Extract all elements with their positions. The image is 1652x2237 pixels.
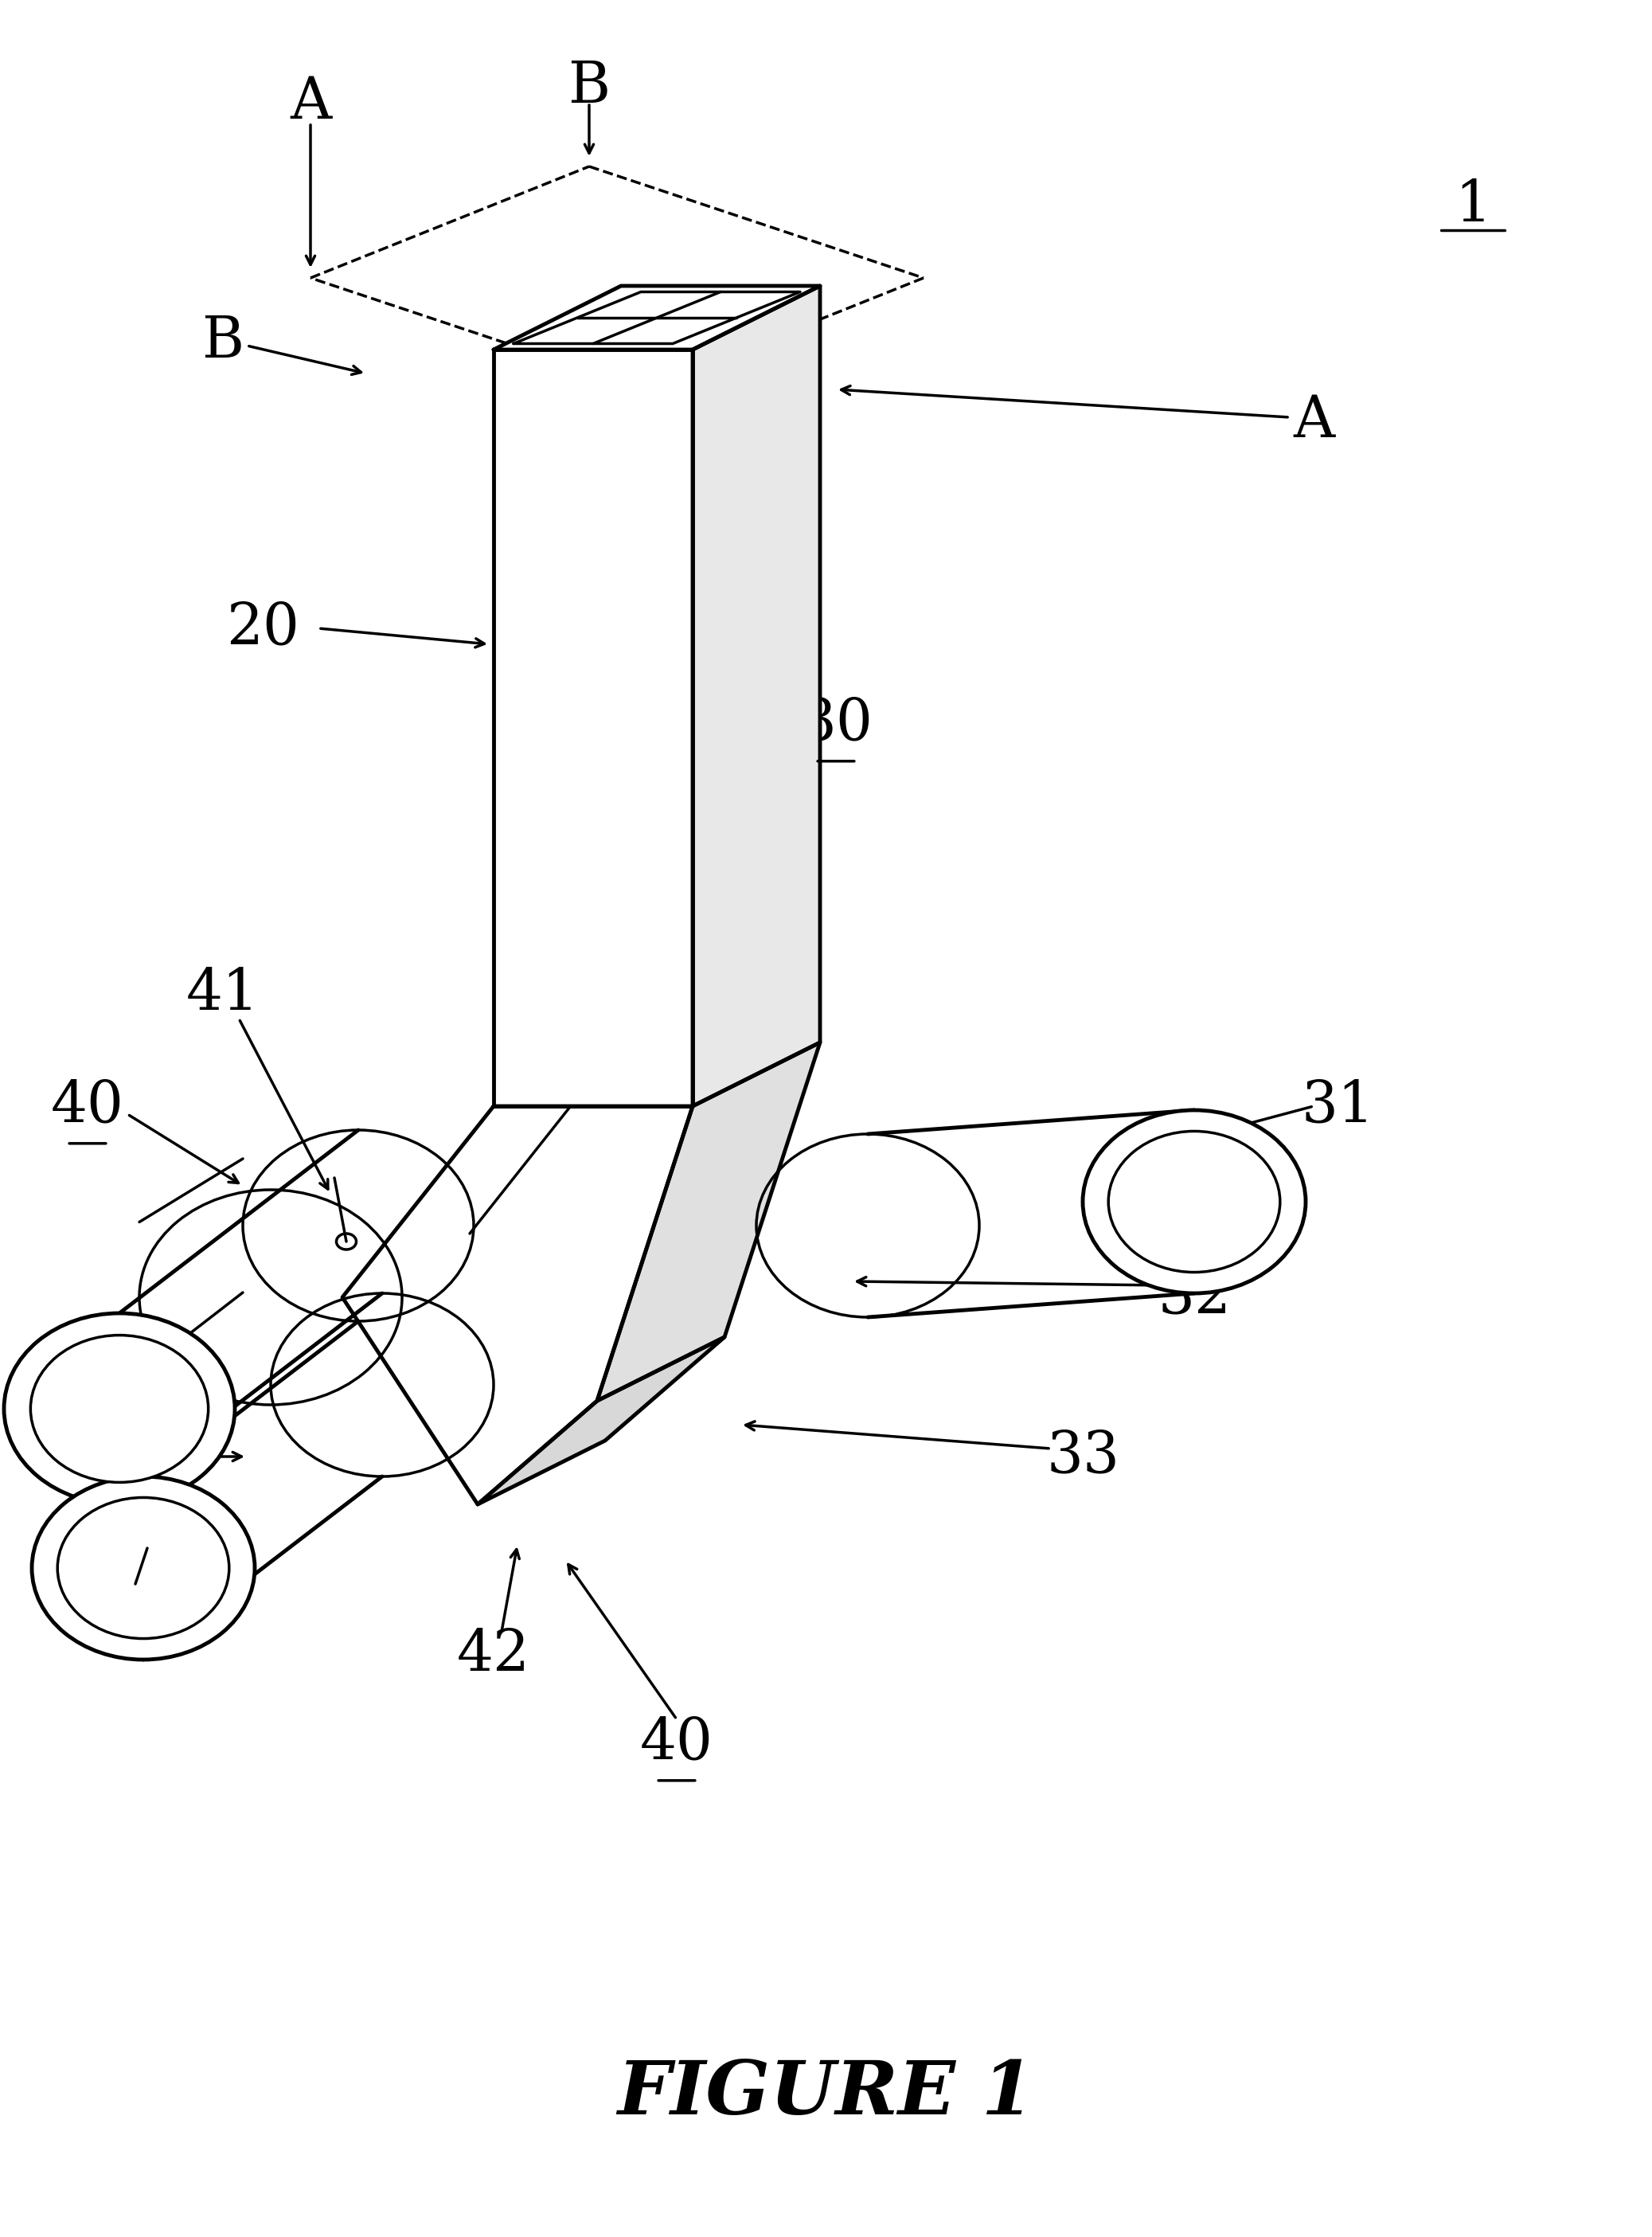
Polygon shape [494,286,819,349]
Text: B: B [202,313,244,369]
Ellipse shape [1082,1110,1305,1293]
Text: 41: 41 [187,966,259,1022]
Ellipse shape [1108,1132,1280,1273]
Text: B: B [568,58,610,114]
Text: 20: 20 [226,600,299,655]
Ellipse shape [30,1335,208,1483]
Polygon shape [596,1042,819,1400]
Polygon shape [477,1338,725,1503]
Text: 31: 31 [1302,1078,1374,1134]
Text: A: A [289,74,332,130]
Text: 42: 42 [458,1629,530,1684]
Text: 40: 40 [51,1078,124,1134]
Ellipse shape [3,1313,235,1503]
Polygon shape [342,1105,692,1503]
Text: 50: 50 [122,1429,197,1485]
Text: A: A [1294,394,1335,450]
Text: 1: 1 [1455,179,1492,235]
Polygon shape [494,349,692,1105]
Text: FIGURE 1: FIGURE 1 [618,2058,1034,2130]
Text: 33: 33 [1046,1429,1120,1485]
Text: 30: 30 [800,696,872,752]
Ellipse shape [58,1497,230,1637]
Text: 40: 40 [639,1716,714,1772]
Polygon shape [692,286,819,1105]
Text: 32: 32 [1158,1268,1231,1324]
Ellipse shape [31,1476,254,1660]
